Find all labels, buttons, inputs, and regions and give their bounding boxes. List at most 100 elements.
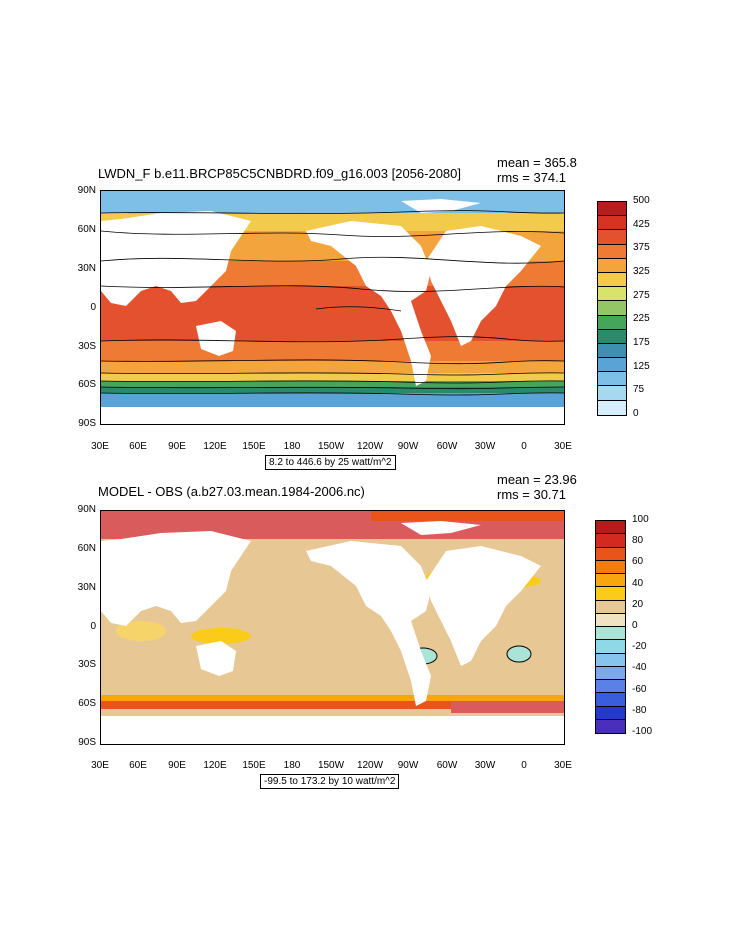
colorbar-segment	[596, 547, 625, 561]
x-tick-label: 30W	[474, 760, 496, 771]
colorbar-label: 375	[633, 242, 650, 254]
x-tick-label: 180	[283, 760, 301, 771]
rms-value: rms = 30.71	[497, 487, 567, 502]
colorbar-segment	[596, 613, 625, 627]
colorbar-segment	[598, 216, 626, 231]
x-tick-label: 30E	[91, 760, 109, 771]
x-tick-label: 60W	[436, 441, 458, 452]
colorbar-label: 125	[633, 360, 650, 372]
x-tick-label: 180	[283, 441, 301, 452]
colorbar-label: -100	[632, 726, 653, 737]
colorbar-segment	[598, 343, 626, 359]
colorbar-segment	[596, 719, 625, 733]
colorbar-segment	[598, 372, 626, 387]
colorbar-label: 325	[633, 266, 650, 277]
colorbar-segment	[598, 358, 626, 373]
map-plot	[100, 190, 565, 425]
y-tick-label: 90N	[77, 185, 96, 196]
colorbar-label: 225	[633, 313, 650, 325]
colorbar-label: -80	[632, 704, 647, 716]
colorbar-segment	[596, 521, 625, 535]
colorbar-label: 80	[632, 535, 644, 547]
x-tick-label: 0	[521, 441, 527, 452]
y-tick-label: 0	[90, 302, 96, 313]
colorbar-label: 500	[633, 195, 650, 206]
y-tick-label: 60N	[77, 543, 96, 554]
colorbar-label: 60	[632, 556, 644, 568]
x-tick-label: 90E	[168, 760, 186, 771]
colorbar-segment	[596, 627, 625, 641]
colorbar-segment	[596, 666, 625, 680]
colorbar-segment	[598, 202, 626, 217]
colorbar-segment	[596, 600, 625, 614]
colorbar-label: 0	[633, 408, 639, 419]
colorbar-segment	[596, 680, 625, 694]
colorbar-label: 20	[632, 598, 644, 610]
x-tick-label: 30E	[554, 441, 572, 452]
y-tick-label: 30S	[78, 659, 96, 670]
colorbar-label: 275	[633, 289, 650, 301]
x-tick-label: 150E	[242, 441, 266, 452]
x-tick-label: 60E	[129, 760, 147, 771]
colorbar	[595, 520, 626, 734]
y-tick-label: 90S	[78, 418, 96, 429]
y-tick-label: 60N	[77, 224, 96, 235]
colorbar-label: -40	[632, 662, 647, 674]
plot-title: LWDN_F b.e11.BRCP85C5CNBDRD.f09_g16.003 …	[98, 166, 461, 181]
rms-value: rms = 374.1	[497, 170, 567, 185]
y-tick-label: 0	[90, 621, 96, 632]
x-tick-label: 30W	[474, 441, 496, 452]
colorbar-segment	[596, 640, 625, 654]
colorbar-segment	[596, 693, 625, 707]
x-tick-label: 60E	[129, 441, 147, 452]
colorbar-segment	[596, 706, 625, 720]
map-plot	[100, 510, 565, 745]
x-tick-label: 120W	[356, 760, 384, 771]
colorbar-label: -20	[632, 641, 647, 653]
x-tick-label: 150W	[317, 760, 345, 771]
colorbar-segment	[598, 301, 626, 316]
range-info-box: 8.2 to 446.6 by 25 watt/m^2	[265, 455, 396, 470]
colorbar-segment	[598, 287, 626, 302]
x-tick-label: 30E	[91, 441, 109, 452]
colorbar-label: -60	[632, 683, 647, 695]
plot-title: MODEL - OBS (a.b27.03.mean.1984-2006.nc)	[98, 484, 365, 499]
y-tick-label: 30N	[77, 263, 96, 274]
y-tick-label: 30S	[78, 341, 96, 352]
colorbar-label: 0	[632, 620, 638, 631]
colorbar-label: 100	[632, 514, 649, 525]
colorbar-segment	[598, 386, 626, 401]
colorbar-segment	[596, 587, 625, 601]
x-tick-label: 150E	[242, 760, 266, 771]
colorbar-segment	[598, 315, 626, 330]
x-tick-label: 30E	[554, 760, 572, 771]
x-tick-label: 0	[521, 760, 527, 771]
colorbar-segment	[598, 258, 626, 273]
x-tick-label: 120E	[203, 441, 227, 452]
y-tick-label: 90S	[78, 737, 96, 748]
colorbar-segment	[598, 244, 626, 259]
colorbar-segment	[598, 329, 626, 344]
colorbar-segment	[596, 653, 625, 667]
colorbar-segment	[596, 534, 625, 548]
colorbar-segment	[596, 560, 625, 574]
colorbar	[597, 201, 627, 416]
y-tick-label: 60S	[78, 379, 96, 390]
x-tick-label: 120W	[356, 441, 384, 452]
colorbar-label: 40	[632, 577, 644, 589]
range-info-box: -99.5 to 173.2 by 10 watt/m^2	[260, 774, 400, 789]
y-tick-label: 90N	[77, 504, 96, 515]
colorbar-segment	[598, 400, 626, 415]
x-tick-label: 90W	[397, 760, 419, 771]
x-tick-label: 150W	[317, 441, 345, 452]
colorbar-segment	[596, 574, 625, 588]
colorbar-label: 425	[633, 218, 650, 230]
x-tick-label: 120E	[203, 760, 227, 771]
mean-value: mean = 23.96	[497, 472, 577, 487]
colorbar-segment	[598, 230, 626, 245]
y-tick-label: 30N	[77, 582, 96, 593]
x-tick-label: 90E	[168, 441, 186, 452]
colorbar-label: 75	[633, 384, 645, 396]
x-tick-label: 90W	[397, 441, 419, 452]
mean-value: mean = 365.8	[497, 155, 577, 170]
